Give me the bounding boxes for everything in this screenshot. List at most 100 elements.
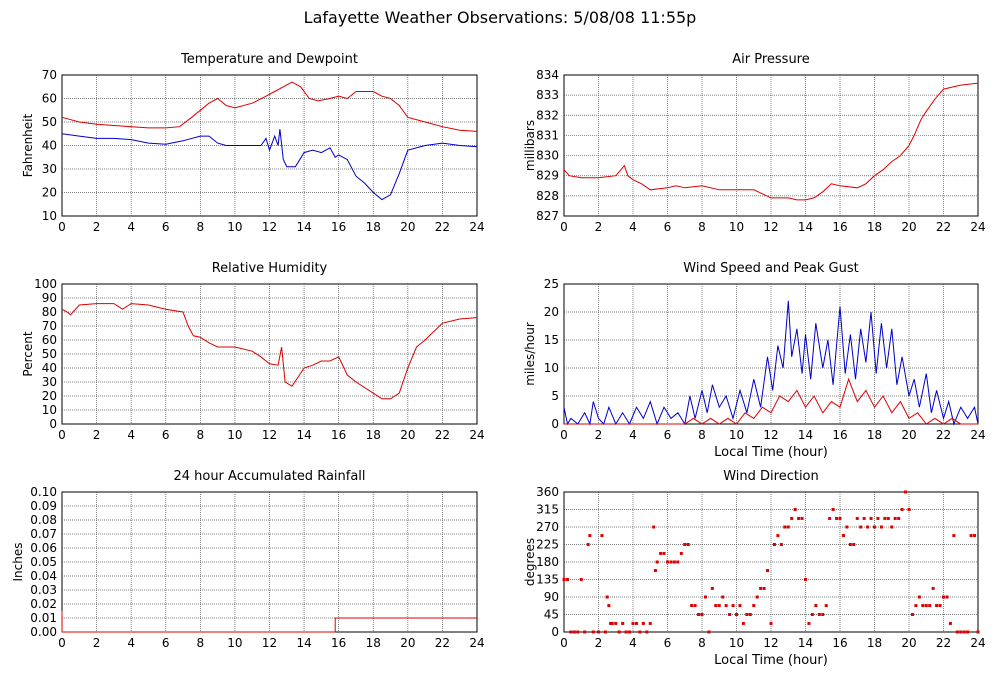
data-point (638, 630, 642, 634)
y-tick-label: 225 (536, 538, 559, 552)
data-point (817, 613, 821, 616)
y-tick-label: 0 (551, 417, 559, 431)
y-tick-label: 70 (42, 68, 57, 82)
data-point (662, 551, 666, 555)
x-tick-label: 4 (629, 428, 637, 442)
y-tick-label: 833 (536, 88, 559, 102)
y-tick-label: 827 (536, 209, 559, 223)
y-tick-label: 60 (42, 92, 57, 106)
x-tick-label: 24 (970, 636, 985, 650)
x-tick-label: 8 (197, 636, 205, 650)
data-point (921, 604, 925, 608)
data-point (873, 525, 876, 529)
data-point (738, 604, 742, 608)
x-tick-label: 14 (798, 220, 813, 234)
x-tick-label: 12 (763, 428, 778, 442)
data-point (586, 543, 590, 546)
x-tick-label: 18 (867, 220, 882, 234)
data-point (572, 630, 576, 634)
data-point (862, 516, 866, 520)
data-point (710, 586, 714, 590)
data-point (790, 516, 794, 520)
data-point (952, 534, 956, 538)
data-point (591, 630, 595, 634)
data-point (800, 516, 804, 520)
data-point (741, 621, 745, 625)
y-tick-label: 830 (536, 149, 559, 163)
x-tick-label: 18 (867, 636, 882, 650)
x-tick-label: 6 (162, 220, 170, 234)
data-point (769, 621, 773, 625)
x-tick-label: 16 (331, 428, 346, 442)
data-point (879, 525, 883, 529)
x-tick-label: 16 (832, 636, 847, 650)
data-point (603, 630, 607, 634)
data-point (683, 543, 687, 546)
y-tick-label: 60 (42, 333, 57, 347)
data-point (652, 525, 656, 529)
data-point (624, 630, 628, 634)
data-point (641, 621, 645, 625)
page-title: Lafayette Weather Observations: 5/08/08 … (303, 8, 697, 27)
x-tick-label: 16 (331, 220, 346, 234)
data-point (676, 560, 680, 564)
data-point (631, 621, 635, 625)
data-point (876, 516, 880, 520)
data-point (655, 560, 659, 564)
x-tick-label: 14 (296, 220, 311, 234)
data-point (752, 604, 756, 608)
data-point (728, 613, 732, 616)
y-tick-label: 90 (544, 590, 559, 604)
data-point (597, 630, 600, 634)
x-tick-label: 10 (227, 220, 242, 234)
y-tick-label: 0.01 (30, 611, 57, 625)
data-point (588, 534, 592, 538)
data-point (835, 516, 839, 520)
x-tick-label: 6 (664, 636, 672, 650)
data-point (579, 578, 583, 581)
data-point (886, 516, 890, 520)
data-point (731, 604, 735, 608)
y-tick-label: 0.07 (30, 527, 57, 541)
data-point (693, 604, 697, 608)
y-tick-label: 135 (536, 573, 559, 587)
data-point (852, 543, 856, 546)
data-point (776, 534, 780, 538)
series-line-red (61, 303, 478, 400)
x-tick-label: 2 (93, 428, 101, 442)
data-point (766, 569, 770, 573)
x-tick-label: 2 (595, 636, 603, 650)
data-point (969, 534, 973, 538)
data-point (890, 525, 894, 529)
x-tick-label: 22 (435, 428, 450, 442)
x-tick-label: 16 (832, 220, 847, 234)
x-tick-label: 4 (629, 220, 637, 234)
x-tick-label: 22 (936, 220, 951, 234)
x-tick-label: 2 (93, 220, 101, 234)
data-point (565, 578, 569, 581)
x-tick-label: 14 (798, 428, 813, 442)
data-point (931, 586, 935, 590)
data-point (966, 630, 970, 634)
y-tick-label: 45 (544, 608, 559, 622)
data-point (924, 604, 928, 608)
x-tick-label: 14 (296, 636, 311, 650)
data-point (838, 516, 842, 520)
x-tick-label: 10 (227, 428, 242, 442)
data-point (807, 621, 811, 625)
data-point (700, 613, 704, 616)
x-tick-label: 14 (296, 428, 311, 442)
y-tick-label: 829 (536, 169, 559, 183)
data-point (621, 621, 625, 625)
x-tick-label: 8 (197, 428, 205, 442)
x-axis-label: Local Time (hour) (714, 445, 828, 460)
y-tick-label: 70 (42, 319, 57, 333)
data-point (810, 613, 814, 616)
x-tick-label: 0 (58, 220, 66, 234)
y-tick-label: 0 (49, 417, 57, 431)
chart-title: Air Pressure (732, 52, 810, 67)
y-tick-label: 40 (42, 361, 57, 375)
x-tick-label: 16 (331, 636, 346, 650)
y-tick-label: 40 (42, 139, 57, 153)
data-point (855, 516, 859, 520)
